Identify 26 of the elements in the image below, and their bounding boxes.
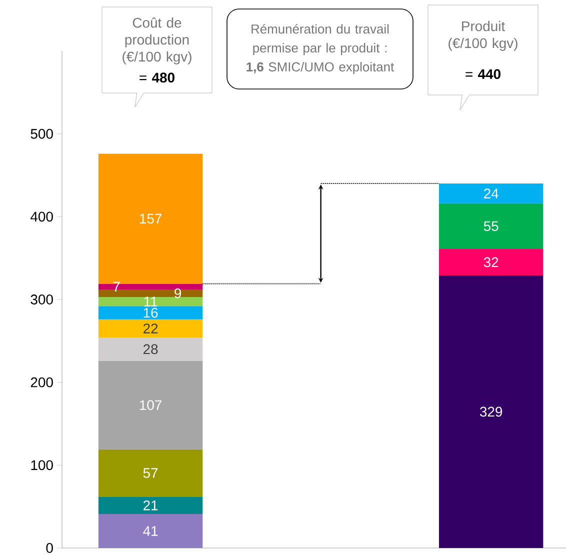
data-label: 9 [174,288,181,298]
annotation: = 440 [466,69,500,80]
y-tick-label: 100 [31,460,53,470]
annotation: Coût de production (€/100 kgv) [122,17,192,64]
data-label: 32 [484,257,498,268]
annotation: Rémunération du travail permise par le produit : 1,6 SMIC/UMO exploitant [246,24,394,74]
data-label: 16 [144,308,158,318]
data-label: 22 [143,324,158,334]
data-label: 329 [480,406,502,417]
y-tick-label: 0 [46,543,53,553]
annotation: = 480 [140,72,174,83]
y-tick-label: 500 [30,128,53,139]
data-label: 21 [143,500,158,510]
y-tick-label: 200 [30,377,53,388]
text: Produit (€/100 kgv) [448,20,518,51]
data-label: 7 [113,282,120,292]
y-tick-label: 300 [30,294,53,304]
y-tick-label: 400 [30,212,53,222]
data-label: 107 [140,400,162,410]
data-label: 55 [484,221,498,232]
data-label: 11 [144,296,158,306]
data-label: 41 [143,526,158,536]
data-label: 57 [143,468,158,478]
data-label: 28 [143,344,158,354]
data-label: 157 [140,214,162,224]
data-label: 24 [484,188,498,198]
